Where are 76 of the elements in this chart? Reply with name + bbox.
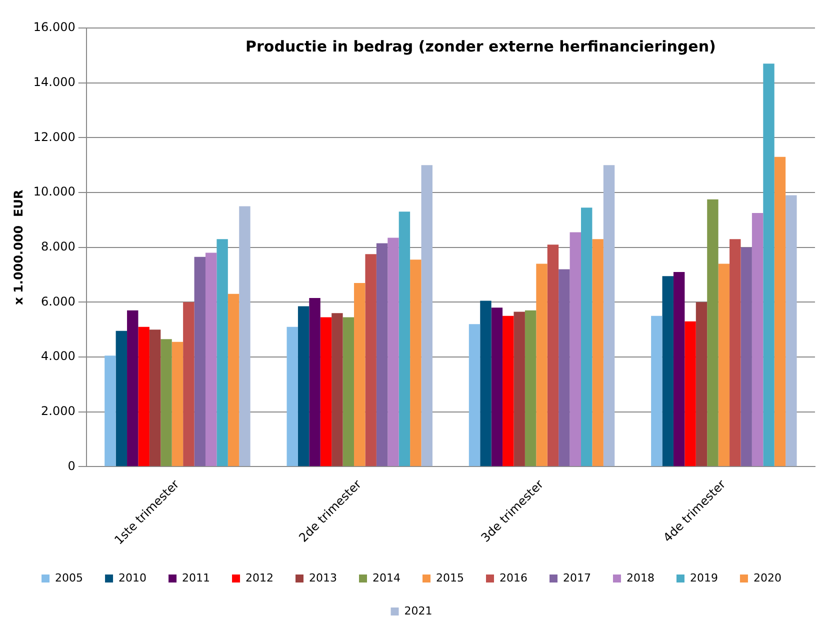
bar [684,321,696,466]
legend-label: 2014 [372,571,401,584]
bar [651,316,662,466]
legend-label: 2016 [499,571,528,584]
bar [376,243,388,466]
bar [718,264,730,466]
bar [491,308,503,466]
bar [320,317,332,466]
bar [398,212,410,466]
bar [662,276,674,466]
y-tick-label: 14.000 [33,74,76,89]
y-tick-label: 8.000 [41,239,76,254]
bar [410,260,422,466]
bar [603,165,615,466]
bar [707,199,718,466]
text: Productie in bedrag (zonder externe herfinancieringen) [246,37,716,56]
bar [786,195,797,466]
legend-label: 2019 [690,571,718,584]
bar [116,330,128,466]
bar [763,64,774,466]
y-tick-label: 10.000 [33,184,76,199]
bar [127,310,138,466]
legend-label: 2005 [55,571,84,584]
y-tick-label: 16.000 [33,20,76,34]
bar [558,269,570,466]
legend-label: 2011 [182,571,210,584]
bar [468,324,480,466]
bar [421,165,432,466]
bar [547,244,559,466]
bar [514,312,525,466]
bar [342,317,354,466]
bar [570,232,582,466]
bar [774,156,786,466]
bar [592,239,604,466]
bar [502,316,514,466]
bar [172,342,184,466]
bar [673,272,685,466]
legend-label: 2017 [562,571,591,584]
legend-label: 2013 [309,571,338,584]
bar [332,313,343,466]
bar [730,239,741,466]
bar [104,356,116,466]
legend-label: 2021 [404,604,432,618]
bar [228,294,240,466]
y-tick-label: 4.000 [41,349,76,364]
bar [286,326,298,466]
bar [581,208,592,466]
y-axis-title: x 1.000.000 EUR [11,190,26,305]
bar [354,282,366,466]
y-tick-label: 2.000 [41,404,76,418]
bar [696,302,708,466]
bar [365,254,376,466]
y-tick-label: 0 [68,458,76,473]
bar [138,326,150,466]
bar [205,252,217,466]
bar [183,302,194,466]
legend-label: 2018 [626,571,654,584]
bar [160,339,172,466]
bar [194,256,206,466]
y-tick-label: 12.000 [33,130,76,144]
y-tick-label: 6.000 [41,294,76,308]
bar [388,238,399,466]
bar [149,330,161,466]
legend-label: 2012 [246,571,274,584]
bar [536,264,548,466]
legend-label: 2020 [753,571,782,584]
legend-label: 2010 [118,571,147,584]
bar [752,213,764,466]
bar [216,239,228,466]
bar [740,247,752,466]
legend-label: 2015 [436,571,464,584]
bar [298,306,310,466]
bar [524,310,536,466]
bar [309,298,320,466]
bar [480,300,492,466]
bar [239,206,250,466]
